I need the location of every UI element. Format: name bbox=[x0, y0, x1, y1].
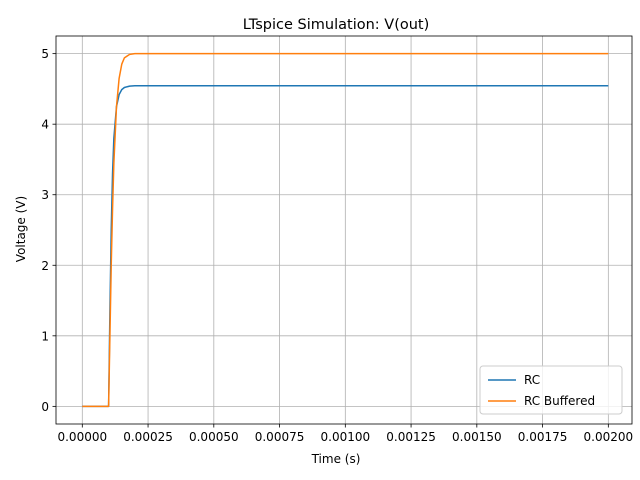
legend-label-rc-buffered: RC Buffered bbox=[524, 394, 595, 408]
y-tick-label-2: 2 bbox=[41, 259, 49, 273]
legend-label-rc: RC bbox=[524, 373, 540, 387]
axes-frame bbox=[55, 35, 633, 425]
x-axis-label: Time (s) bbox=[311, 452, 361, 466]
y-tick-label-1: 1 bbox=[41, 329, 49, 343]
x-tick-label-3: 0.00075 bbox=[255, 430, 305, 444]
y-axis-label: Voltage (V) bbox=[14, 196, 28, 262]
y-tick-label-5: 5 bbox=[41, 47, 49, 61]
y-tick-label-0: 0 bbox=[41, 400, 49, 414]
x-tick-label-5: 0.00125 bbox=[386, 430, 436, 444]
legend bbox=[479, 365, 623, 415]
series-line-rc-buffered bbox=[82, 52, 609, 408]
x-tick-label-6: 0.00150 bbox=[452, 430, 502, 444]
chart-title: LTspice Simulation: V(out) bbox=[243, 17, 430, 33]
x-tick-label-1: 0.00025 bbox=[123, 430, 173, 444]
x-tick-label-0: 0.00000 bbox=[57, 430, 107, 444]
y-tick-label-3: 3 bbox=[41, 188, 49, 202]
x-tick-label-8: 0.00200 bbox=[584, 430, 634, 444]
x-tick-label-2: 0.00050 bbox=[189, 430, 239, 444]
x-tick-label-7: 0.00175 bbox=[518, 430, 568, 444]
plot-area: 0.00000 0.00025 0.00050 0.00075 0.00100 0.001… bbox=[41, 35, 634, 444]
y-tick-label-4: 4 bbox=[41, 118, 49, 132]
x-tick-label-4: 0.00100 bbox=[321, 430, 371, 444]
